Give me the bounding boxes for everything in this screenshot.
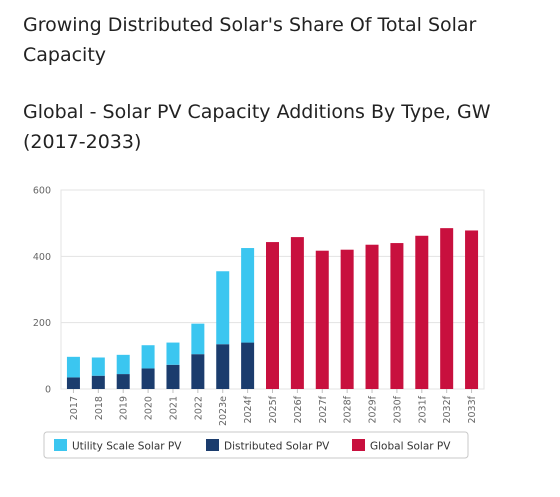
bar-global-2025f xyxy=(266,242,279,389)
x-tick-label: 2018 xyxy=(94,396,105,420)
bar-distributed-2020 xyxy=(141,368,155,389)
x-tick-label: 2022 xyxy=(193,396,204,420)
x-tick-label: 2023e xyxy=(218,396,229,426)
y-tick-label: 600 xyxy=(33,186,51,197)
legend-swatch[interactable] xyxy=(54,439,67,451)
bar-utility-2024f xyxy=(241,248,255,343)
x-axis-ticks: 2017 2018 2019 2020 2021 2022 2023e 2024f 2025f 2… xyxy=(69,389,478,426)
bar-utility-2020 xyxy=(141,345,155,369)
bar-global-2033f xyxy=(465,230,479,389)
legend-label[interactable]: Global Solar PV xyxy=(370,441,451,453)
section-title: Growing Distributed Solar's Share Of Tot… xyxy=(23,14,477,66)
chart-title: Global - Solar PV Capacity Additions By … xyxy=(23,101,491,153)
y-tick-label: 200 xyxy=(33,318,51,329)
bar-distributed-2019 xyxy=(116,374,130,389)
legend-box xyxy=(43,431,469,459)
legend-swatch[interactable] xyxy=(352,439,365,451)
bar-utility-2017 xyxy=(66,356,80,378)
x-tick-label: 2029f xyxy=(368,395,379,423)
bar-utility-2019 xyxy=(116,354,130,375)
y-axis-ticks: 0 200 400 600 xyxy=(33,186,51,396)
bar-global-2027f xyxy=(315,250,329,389)
bar-global-2026f xyxy=(290,237,304,389)
bar-distributed-2021 xyxy=(166,364,180,389)
x-tick-label: 2020 xyxy=(144,396,155,420)
bar-global-2030f xyxy=(390,243,404,389)
x-tick-label: 2027f xyxy=(318,395,329,423)
bar-distributed-2022 xyxy=(191,354,205,389)
x-tick-label: 2021 xyxy=(168,396,179,420)
bar-distributed-2017 xyxy=(66,377,80,389)
bar-utility-2021 xyxy=(166,342,180,365)
x-tick-label: 2024f xyxy=(243,395,254,423)
x-tick-label: 2033f xyxy=(467,395,478,423)
x-tick-label: 2025f xyxy=(268,395,279,423)
bar-global-2028f xyxy=(340,249,354,389)
x-tick-label: 2019 xyxy=(119,396,130,420)
y-tick-label: 400 xyxy=(33,252,51,263)
legend-label[interactable]: Utility Scale Solar PV xyxy=(72,441,182,453)
bar-distributed-2023e xyxy=(216,344,230,389)
legend[interactable]: Utility Scale Solar PV Distributed Solar … xyxy=(43,431,469,459)
legend-label[interactable]: Distributed Solar PV xyxy=(224,441,330,453)
bar-utility-2018 xyxy=(91,357,105,376)
y-tick-label: 0 xyxy=(45,385,51,396)
bar-global-2031f xyxy=(415,235,429,389)
bar-distributed-2018 xyxy=(91,375,105,389)
bar-global-2032f xyxy=(440,228,454,389)
x-tick-label: 2026f xyxy=(293,395,304,423)
bar-distributed-2024f xyxy=(241,342,255,389)
bar-global-2029f xyxy=(365,244,379,389)
bars xyxy=(66,228,479,389)
x-tick-label: 2017 xyxy=(69,396,80,420)
x-tick-label: 2031f xyxy=(417,395,428,423)
x-tick-label: 2030f xyxy=(392,395,403,423)
x-tick-label: 2032f xyxy=(442,395,453,423)
bar-utility-2023e xyxy=(216,271,230,345)
legend-swatch[interactable] xyxy=(206,439,219,451)
x-tick-label: 2028f xyxy=(343,395,354,423)
bar-utility-2022 xyxy=(191,323,205,355)
